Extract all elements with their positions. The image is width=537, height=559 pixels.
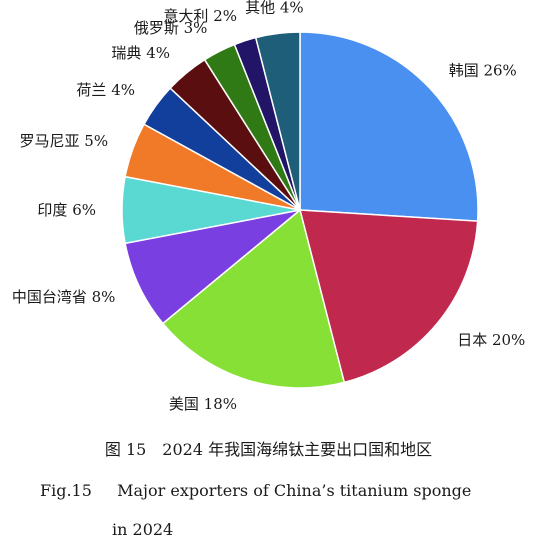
slice-label: 其他 4%: [245, 0, 304, 17]
slice-label: 罗马尼亚 5%: [20, 132, 109, 150]
pie-chart-svg: 韩国 26% 日本 20% 美国 18% 中国台湾省 8% 印度 6% 罗马尼亚 5% 荷兰…: [12, 0, 525, 413]
slice-label: 荷兰 4%: [76, 81, 135, 99]
slice-label: 美国 18%: [169, 395, 237, 413]
slice-label: 印度 6%: [37, 201, 96, 219]
caption-english-line1: Major exporters of China’s titanium spon…: [117, 481, 472, 500]
caption-figure-number: Fig.15: [40, 481, 92, 500]
slice-label: 日本 20%: [457, 331, 525, 349]
pie-chart: 韩国 26% 日本 20% 美国 18% 中国台湾省 8% 印度 6% 罗马尼亚 5% 荷兰…: [12, 0, 525, 413]
caption-english: Fig.15 Major exporters of China’s titani…: [40, 481, 530, 500]
pie-slice: [161, 208, 346, 389]
slice-label: 意大利 2%: [163, 7, 237, 25]
caption-chinese: 图 15 2024 年我国海绵钛主要出口国和地区: [104, 440, 433, 459]
pie-slice: [299, 31, 479, 222]
caption-english-line2: in 2024: [112, 520, 174, 539]
slice-label: 韩国 26%: [449, 61, 517, 79]
pie-slice: [254, 31, 301, 211]
pie-slice: [124, 209, 301, 325]
pie-slice: [299, 209, 479, 384]
slice-label: 中国台湾省 8%: [12, 288, 116, 306]
slice-label: 俄罗斯 3%: [134, 19, 208, 37]
slice-label: 瑞典 4%: [111, 44, 170, 62]
